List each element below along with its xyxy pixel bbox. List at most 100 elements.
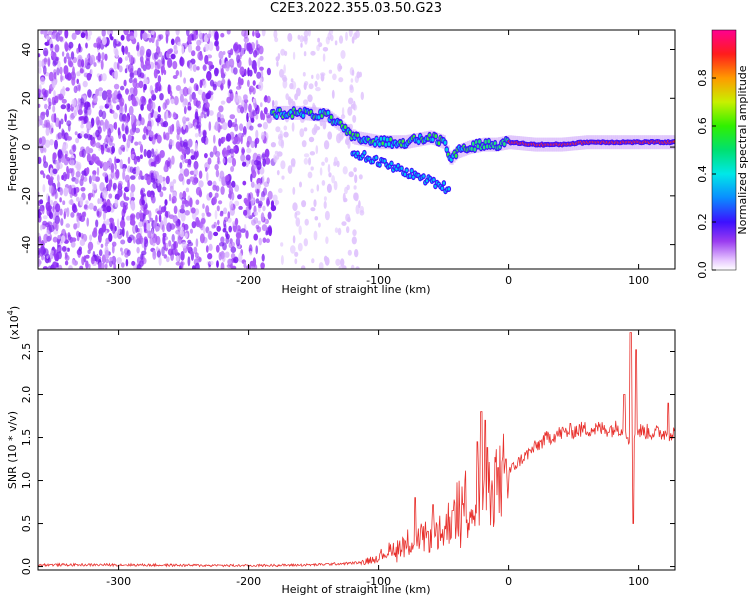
noise-dot [262,237,267,243]
noise-dot [166,161,171,167]
noise-dot [228,242,233,249]
noise-dot [315,86,321,92]
noise-dot [195,84,199,92]
noise-dot [250,173,253,183]
noise-dot [172,216,178,222]
noise-dot [243,262,247,269]
noise-dot [302,72,306,77]
noise-dot [159,150,165,158]
noise-dot [64,30,69,39]
noise-dot [79,68,84,74]
noise-dot [157,75,162,83]
noise-dot [86,167,90,175]
noise-dot [123,79,127,87]
noise-dot [93,205,98,212]
noise-dot [165,30,170,38]
branch-core [442,181,446,185]
trace-core [378,142,381,147]
x-tick-label: 100 [628,274,649,287]
noise-dot [350,264,355,269]
noise-dot [91,181,95,187]
noise-dot [90,256,95,265]
noise-dot [249,250,253,256]
noise-dot [274,100,278,107]
noise-dot [111,92,116,102]
noise-dot [275,56,280,62]
noise-dot [163,216,168,226]
noise-dot [308,157,311,166]
noise-dot [284,50,288,57]
noise-dot [168,240,172,247]
noise-dot [346,226,350,234]
trace-core [437,141,441,146]
noise-dot [224,150,229,158]
noise-dot [95,142,101,149]
noise-dot [86,153,91,163]
noise-dot [253,211,258,216]
noise-dot [136,264,142,269]
noise-dot [265,230,269,236]
noise-dot [165,242,169,249]
noise-dot [55,192,59,199]
noise-dot [70,159,75,167]
noise-dot [140,104,144,111]
noise-dot [175,141,181,150]
noise-dot [124,68,128,74]
noise-dot [201,91,206,102]
noise-dot [130,183,136,193]
noise-dot [292,186,296,195]
snr-series-line [38,332,675,568]
trace-core [482,145,486,150]
noise-dot [163,164,167,173]
noise-dot [220,262,225,269]
noise-dot [51,80,56,89]
x-tick-label: -300 [106,274,131,287]
noise-dot [182,190,187,199]
noise-dot [156,250,161,258]
noise-dot [217,219,220,226]
spectrogram-y-axis-label: Frequency (Hz) [6,109,19,192]
trace-core [317,115,321,120]
noise-dot [280,242,284,247]
noise-dot [64,113,67,122]
noise-dot [75,30,81,35]
noise-dot [243,197,248,204]
snr-y-axis-label: SNR (10 * v/v) [6,411,19,489]
noise-dot [106,89,112,95]
noise-dot [102,190,107,199]
noise-dot [38,247,41,256]
noise-dot [114,121,118,131]
noise-dot [88,148,94,154]
noise-dot [136,256,142,265]
noise-dot [159,191,164,198]
noise-dot [92,94,98,104]
noise-dot [88,175,92,184]
noise-dot [294,251,299,257]
y-tick-label: 2.5 [20,343,33,361]
noise-dot [117,127,121,136]
noise-dot [114,156,117,166]
noise-dot [202,65,207,71]
noise-dot [158,205,162,212]
noise-dot [129,72,135,79]
noise-dot [95,253,99,262]
trace-core [431,137,435,142]
noise-dot [207,61,213,66]
noise-dot [198,170,203,179]
noise-dot [42,47,49,57]
noise-dot [129,128,135,136]
noise-dot [53,100,57,106]
noise-dot [248,103,252,113]
noise-dot [88,263,91,269]
noise-dot [117,57,123,64]
noise-dot [99,197,103,205]
noise-dot [313,123,318,134]
noise-dot [131,260,136,266]
svg-text:(x104): (x104) [6,306,21,340]
noise-dot [146,149,152,159]
noise-dot [258,81,264,91]
noise-dot [267,211,272,220]
noise-dot [298,225,302,235]
noise-dot [38,60,43,68]
noise-dot [356,71,361,79]
